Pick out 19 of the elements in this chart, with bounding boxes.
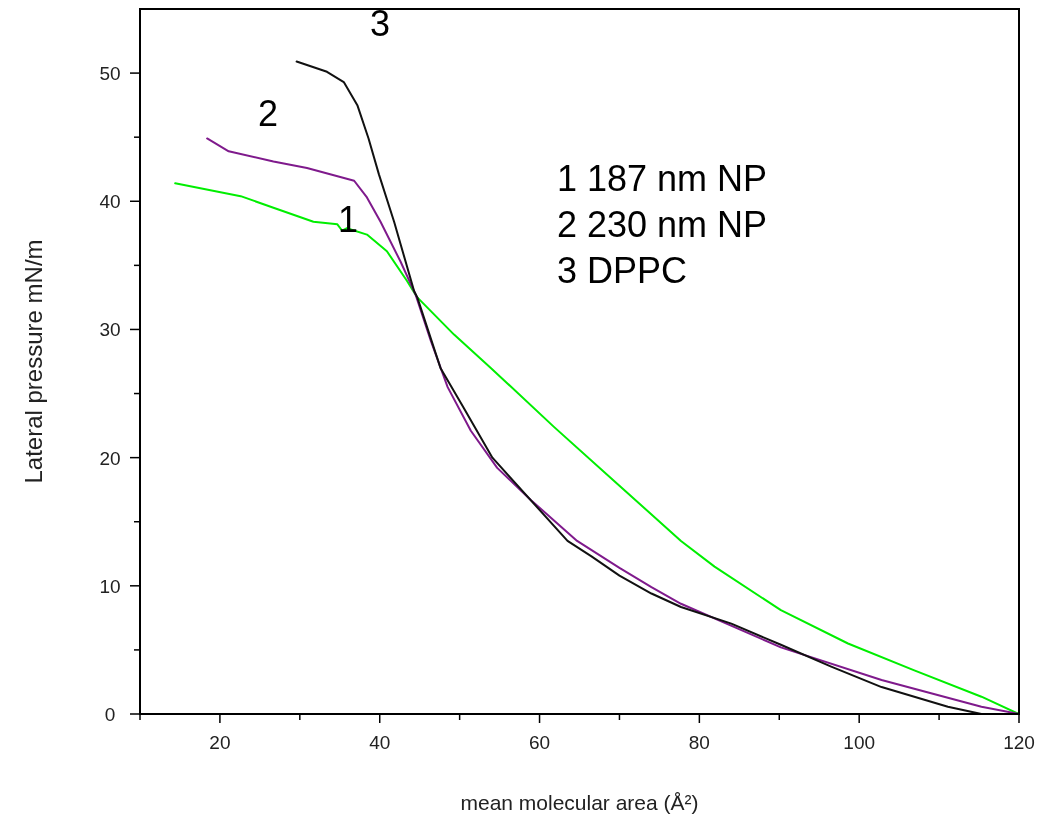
x-axis-title: mean molecular area (Å²) [460, 791, 699, 814]
x-tick-label: 120 [1003, 732, 1035, 753]
x-tick-label: 100 [843, 732, 876, 753]
annotation: 2 [257, 93, 279, 134]
y-tick-label: 40 [99, 191, 121, 213]
x-tick-label: 40 [369, 732, 391, 753]
y-axis-title: Lateral pressure mN/m [20, 239, 47, 484]
annotation: 2 230 nm NP [557, 204, 768, 245]
y-tick-label: 30 [99, 319, 121, 341]
y-tick-label: 50 [99, 63, 121, 85]
annotation: 3 [369, 3, 391, 44]
y-tick-label: 10 [99, 575, 121, 597]
y-tick-label: 0 [104, 704, 116, 725]
y-tick-label: 20 [99, 447, 121, 469]
x-tick-label: 20 [209, 732, 231, 753]
annotation: 1 187 nm NP [557, 158, 768, 199]
x-tick-label: 60 [528, 732, 551, 753]
x-tick-label: 80 [688, 732, 710, 753]
annotation: 3 DPPC [557, 250, 688, 291]
